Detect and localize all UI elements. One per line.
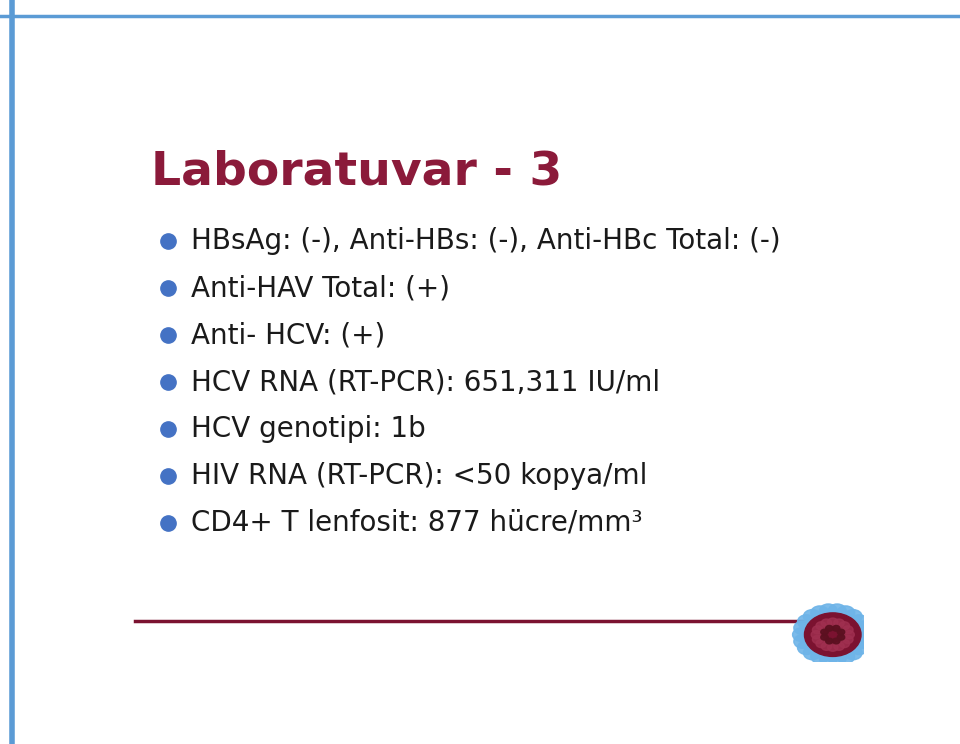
Circle shape <box>828 652 846 665</box>
Circle shape <box>826 626 833 631</box>
Circle shape <box>811 606 828 620</box>
Circle shape <box>794 635 812 648</box>
Circle shape <box>837 650 854 664</box>
Circle shape <box>798 641 815 655</box>
Circle shape <box>839 622 850 629</box>
Circle shape <box>822 642 831 650</box>
Circle shape <box>826 638 833 644</box>
Text: HBsAg: (-), Anti-HBs: (-), Anti-HBc Total: (-): HBsAg: (-), Anti-HBs: (-), Anti-HBc Tota… <box>191 227 780 255</box>
Text: Laboratuvar - 3: Laboratuvar - 3 <box>152 150 563 194</box>
Circle shape <box>828 604 846 618</box>
Circle shape <box>822 619 831 627</box>
Text: Anti- HCV: (+): Anti- HCV: (+) <box>191 321 385 349</box>
Circle shape <box>816 640 827 647</box>
Circle shape <box>811 631 822 638</box>
Circle shape <box>844 609 862 623</box>
Circle shape <box>812 635 823 644</box>
Circle shape <box>812 626 823 634</box>
Text: HCV RNA (RT-PCR): 651,311 IU/ml: HCV RNA (RT-PCR): 651,311 IU/ml <box>191 368 660 396</box>
Circle shape <box>843 626 853 634</box>
Circle shape <box>839 640 850 647</box>
Circle shape <box>804 646 821 660</box>
Text: HIV RNA (RT-PCR): <50 kopya/ml: HIV RNA (RT-PCR): <50 kopya/ml <box>191 462 647 490</box>
Circle shape <box>804 609 821 623</box>
Circle shape <box>832 626 840 631</box>
Circle shape <box>843 635 853 644</box>
Circle shape <box>851 615 868 629</box>
Circle shape <box>816 622 827 629</box>
Circle shape <box>834 619 844 627</box>
Circle shape <box>820 652 837 665</box>
Circle shape <box>798 615 815 629</box>
Circle shape <box>855 628 873 641</box>
Circle shape <box>837 606 854 620</box>
Circle shape <box>811 650 828 664</box>
Text: HCV genotipi: 1b: HCV genotipi: 1b <box>191 415 425 443</box>
Circle shape <box>828 618 838 626</box>
Circle shape <box>853 621 872 635</box>
Circle shape <box>828 644 838 651</box>
Circle shape <box>821 635 828 640</box>
Circle shape <box>837 629 845 635</box>
Circle shape <box>820 604 837 618</box>
Circle shape <box>793 628 810 641</box>
Text: CD4+ T lenfosit: 877 hücre/mm³: CD4+ T lenfosit: 877 hücre/mm³ <box>191 509 642 537</box>
Circle shape <box>832 638 840 644</box>
Circle shape <box>837 635 845 640</box>
Circle shape <box>844 631 854 638</box>
Circle shape <box>804 613 861 656</box>
Circle shape <box>853 635 872 648</box>
Circle shape <box>851 641 868 655</box>
Circle shape <box>821 629 828 635</box>
Circle shape <box>844 646 862 660</box>
Circle shape <box>834 642 844 650</box>
Text: Anti-HAV Total: (+): Anti-HAV Total: (+) <box>191 274 449 302</box>
Circle shape <box>794 621 812 635</box>
